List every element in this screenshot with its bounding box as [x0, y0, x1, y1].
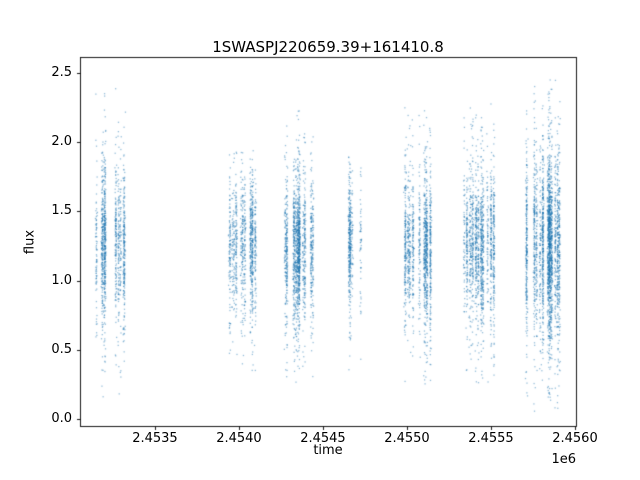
y-tick-label: 1.0 — [51, 272, 72, 288]
x-tick-label: 2.4545 — [300, 431, 346, 446]
y-tick-label: 2.5 — [51, 65, 72, 81]
y-tick-label: 0.0 — [51, 410, 72, 426]
y-tick-label: 2.0 — [51, 134, 72, 150]
x-tick-label: 2.4535 — [132, 431, 178, 446]
x-axis-label: time — [313, 443, 343, 458]
x-tick-label: 2.4540 — [216, 431, 262, 446]
x-axis-offset-label: 1e6 — [551, 452, 576, 467]
chart-title: 1SWASPJ220659.39+161410.8 — [212, 38, 444, 56]
y-axis-label: flux — [22, 229, 38, 255]
x-tick-label: 2.4555 — [468, 431, 514, 446]
y-tick-label: 1.5 — [51, 203, 72, 219]
y-tick-label: 0.5 — [51, 341, 72, 357]
x-tick-label: 2.4560 — [552, 431, 598, 446]
x-tick-label: 2.4550 — [384, 431, 430, 446]
